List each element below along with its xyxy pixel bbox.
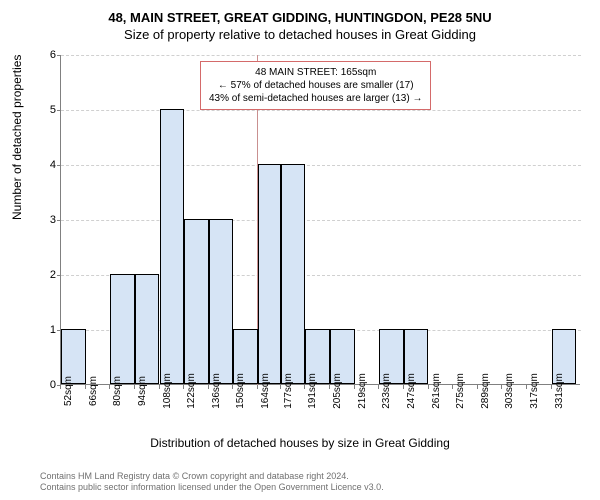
x-axis-label: Distribution of detached houses by size … [0,436,600,450]
ytick-label: 0 [50,379,56,391]
ytick-label: 2 [50,269,56,281]
xtick-label: 150sqm [235,373,246,409]
xtick-label: 80sqm [112,376,123,406]
annotation-line1: 48 MAIN STREET: 165sqm [209,66,422,79]
grid-line [61,165,581,166]
xtick-mark [354,385,355,389]
xtick-mark [403,385,404,389]
xtick-label: 66sqm [88,376,99,406]
footer-line1: Contains HM Land Registry data © Crown c… [40,471,384,483]
ytick-mark [57,110,61,111]
chart-container: 48, MAIN STREET, GREAT GIDDING, HUNTINGD… [0,0,600,500]
xtick-label: 247sqm [406,373,417,409]
footer-line2: Contains public sector information licen… [40,482,384,494]
xtick-mark [85,385,86,389]
histogram-bar [160,109,185,384]
xtick-label: 289sqm [480,373,491,409]
xtick-mark [452,385,453,389]
title-subtitle: Size of property relative to detached ho… [0,27,600,42]
xtick-mark [378,385,379,389]
footer: Contains HM Land Registry data © Crown c… [40,471,384,494]
ytick-label: 1 [50,324,56,336]
xtick-label: 136sqm [211,373,222,409]
xtick-label: 205sqm [332,373,343,409]
xtick-label: 275sqm [455,373,466,409]
xtick-mark [257,385,258,389]
xtick-mark [60,385,61,389]
annotation-line2: ← 57% of detached houses are smaller (17… [209,79,422,92]
xtick-mark [134,385,135,389]
title-address: 48, MAIN STREET, GREAT GIDDING, HUNTINGD… [0,10,600,25]
ytick-mark [57,220,61,221]
histogram-bar [110,274,135,384]
grid-line [61,55,581,56]
ytick-mark [57,275,61,276]
xtick-label: 331sqm [554,373,565,409]
xtick-mark [477,385,478,389]
grid-line [61,110,581,111]
ytick-label: 3 [50,214,56,226]
xtick-label: 122sqm [186,373,197,409]
y-axis-label: Number of detached properties [10,55,24,220]
xtick-mark [232,385,233,389]
ytick-mark [57,165,61,166]
titles: 48, MAIN STREET, GREAT GIDDING, HUNTINGD… [0,0,600,42]
xtick-label: 177sqm [283,373,294,409]
histogram-bar [258,164,281,384]
histogram-bar [135,274,160,384]
ytick-label: 5 [50,104,56,116]
xtick-mark [183,385,184,389]
ytick-label: 4 [50,159,56,171]
xtick-mark [280,385,281,389]
ytick-label: 6 [50,49,56,61]
annotation-line3: 43% of semi-detached houses are larger (… [209,92,422,105]
xtick-label: 219sqm [357,373,368,409]
grid-line [61,220,581,221]
histogram-bar [184,219,209,384]
histogram-bar [281,164,306,384]
xtick-label: 303sqm [504,373,515,409]
xtick-label: 261sqm [431,373,442,409]
xtick-mark [428,385,429,389]
xtick-mark [501,385,502,389]
ytick-mark [57,55,61,56]
xtick-label: 164sqm [260,373,271,409]
histogram-bar [209,219,234,384]
xtick-mark [304,385,305,389]
xtick-label: 191sqm [307,373,318,409]
xtick-mark [526,385,527,389]
xtick-mark [329,385,330,389]
xtick-mark [551,385,552,389]
chart-area: 48 MAIN STREET: 165sqm ← 57% of detached… [60,55,580,385]
xtick-label: 233sqm [381,373,392,409]
xtick-mark [159,385,160,389]
xtick-label: 52sqm [63,376,74,406]
xtick-label: 317sqm [529,373,540,409]
xtick-label: 108sqm [162,373,173,409]
annotation-box: 48 MAIN STREET: 165sqm ← 57% of detached… [200,61,431,110]
xtick-label: 94sqm [137,376,148,406]
xtick-mark [109,385,110,389]
xtick-mark [208,385,209,389]
